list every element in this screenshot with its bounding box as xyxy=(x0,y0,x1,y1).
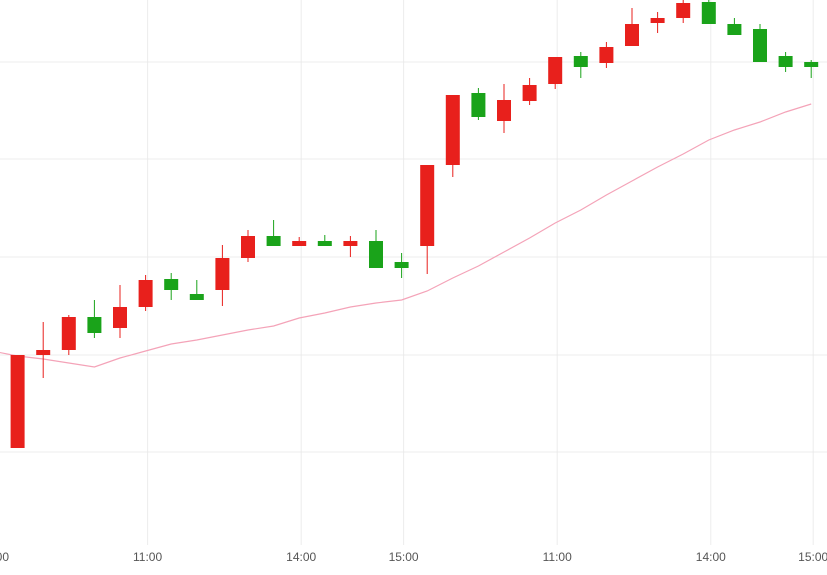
candle-body xyxy=(548,57,563,84)
x-tick-label: 11:00 xyxy=(543,550,572,564)
candle-body xyxy=(701,2,716,24)
candle-body xyxy=(676,3,691,18)
candle-body xyxy=(778,56,793,67)
candle-body xyxy=(599,47,614,63)
candle-body xyxy=(369,241,383,268)
candle-body xyxy=(753,29,767,62)
candle-body xyxy=(343,241,358,246)
candle-body xyxy=(317,241,332,246)
x-tick-label: 14:00 xyxy=(286,550,316,564)
x-tick-label: 14:00 xyxy=(696,550,726,564)
candle-body xyxy=(625,24,639,46)
candle-body xyxy=(522,85,537,101)
candle-body xyxy=(727,24,742,35)
candle-body xyxy=(471,93,486,117)
candle-body xyxy=(394,262,409,268)
x-tick-label: 11:00 xyxy=(133,550,162,564)
x-tick-label: 10:00 xyxy=(0,550,9,564)
candle-body xyxy=(61,317,76,350)
candle-body xyxy=(87,317,102,333)
x-tick-label: 15:00 xyxy=(389,550,419,564)
candle-body xyxy=(138,280,153,307)
candle-body xyxy=(445,95,460,165)
x-tick-label: 15:00 xyxy=(798,550,827,564)
candle-body xyxy=(650,18,665,23)
candle-body xyxy=(292,241,307,246)
candle-body xyxy=(497,100,511,121)
candle-body xyxy=(10,355,25,448)
moving-average xyxy=(0,103,812,368)
candle-body xyxy=(241,236,255,258)
candle-body xyxy=(164,279,179,290)
candle-body xyxy=(113,307,127,328)
candle-body xyxy=(573,56,588,67)
candle-body xyxy=(36,350,51,355)
candle-body xyxy=(266,236,281,246)
candle-body xyxy=(420,165,435,246)
candle-body xyxy=(189,294,204,300)
candle-body xyxy=(804,62,819,67)
candle-body xyxy=(215,258,230,290)
